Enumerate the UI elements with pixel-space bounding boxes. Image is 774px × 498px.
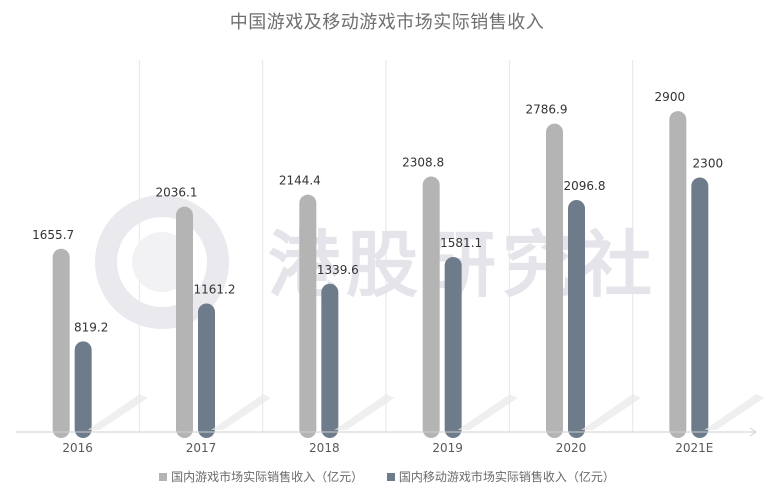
data-label-series-1-2020: 2786.9 bbox=[526, 103, 568, 117]
bar-shadow bbox=[334, 394, 395, 430]
bar-series-1-2016 bbox=[52, 248, 70, 438]
bar-shadow bbox=[87, 394, 148, 430]
legend-item-series-1: 国内游戏市场实际销售收入（亿元） bbox=[159, 468, 363, 485]
data-label-series-1-2017: 2036.1 bbox=[156, 186, 198, 200]
bar-series-1-2021E bbox=[669, 111, 687, 439]
bar-series-2-2016 bbox=[74, 341, 92, 438]
bar-series-1-2020 bbox=[546, 123, 563, 438]
legend-label-series-1: 国内游戏市场实际销售收入（亿元） bbox=[171, 470, 364, 484]
bar-series-2-2020 bbox=[568, 199, 585, 438]
legend-swatch-series-1 bbox=[159, 472, 168, 481]
legend-item-series-2: 国内移动游戏市场实际销售收入（亿元） bbox=[386, 468, 615, 485]
chart-title: 中国游戏及移动游戏市场实际销售收入 bbox=[229, 12, 545, 33]
bar-series-1-2017 bbox=[176, 206, 193, 438]
x-axis: 2016 2017 2018 2019 2020 2021E bbox=[16, 427, 757, 455]
bar-shadow bbox=[704, 394, 765, 430]
x-axis-arrow bbox=[749, 427, 757, 437]
bar-series-2-2018 bbox=[321, 283, 339, 438]
data-label-series-2-2017: 1161.2 bbox=[194, 282, 236, 296]
data-labels: 1655.7 819.2 2036.1 1161.2 2144.4 1339.6 2308.… bbox=[32, 90, 723, 334]
data-label-series-2-2016: 819.2 bbox=[74, 320, 108, 334]
bar-shadow bbox=[457, 394, 518, 430]
x-tick-label-2016: 2016 bbox=[62, 441, 93, 455]
bar-shadow bbox=[211, 394, 271, 430]
bar-series-2-2019 bbox=[444, 257, 462, 438]
data-label-series-1-2019: 2308.8 bbox=[402, 155, 444, 169]
bar-shadow bbox=[581, 394, 641, 430]
legend-label-series-2: 国内移动游戏市场实际销售收入（亿元） bbox=[398, 470, 615, 484]
bar-series-2-2021E bbox=[691, 177, 709, 438]
bar-series-1-2019 bbox=[422, 176, 440, 438]
x-tick-label-2019: 2019 bbox=[432, 441, 463, 455]
bar-series-1-2018 bbox=[299, 194, 317, 438]
data-label-series-2-2020: 2096.8 bbox=[564, 179, 606, 193]
data-label-series-1-2016: 1655.7 bbox=[32, 228, 74, 242]
x-tick-label-2021E: 2021E bbox=[675, 441, 713, 455]
bar-series-2-2017 bbox=[198, 303, 215, 438]
data-label-series-2-2019: 1581.1 bbox=[440, 236, 482, 250]
x-tick-label-2018: 2018 bbox=[309, 441, 340, 455]
data-label-series-2-2021E: 2300 bbox=[693, 156, 724, 170]
data-label-series-1-2018: 2144.4 bbox=[279, 174, 321, 188]
x-tick-label-2017: 2017 bbox=[186, 441, 217, 455]
bars bbox=[52, 111, 765, 439]
data-label-series-1-2021E: 2900 bbox=[655, 90, 686, 104]
legend: 国内游戏市场实际销售收入（亿元） 国内移动游戏市场实际销售收入（亿元） bbox=[0, 468, 774, 485]
legend-swatch-series-2 bbox=[386, 472, 395, 481]
x-tick-label-2020: 2020 bbox=[556, 441, 587, 455]
data-label-series-2-2018: 1339.6 bbox=[317, 263, 359, 277]
